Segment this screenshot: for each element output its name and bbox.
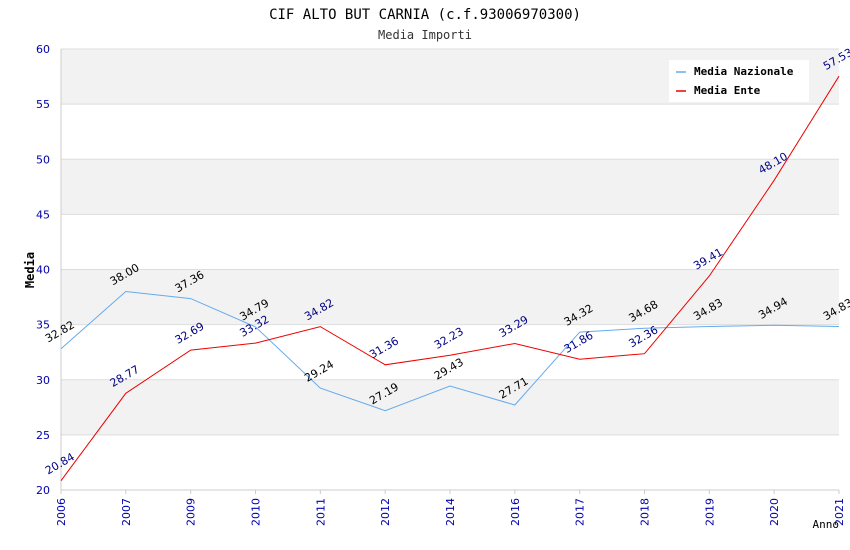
y-axis-label: Media	[23, 252, 37, 288]
y-tick-labels: 20 25 30 35 40 45 50 55 60	[36, 43, 50, 497]
x-tick-label: 2012	[379, 498, 392, 526]
x-tick-label: 2006	[55, 498, 68, 526]
y-tick-label: 50	[36, 153, 50, 166]
x-tick-label: 2016	[509, 498, 522, 526]
x-tick-label: 2011	[314, 498, 327, 526]
series-line-ente	[60, 75, 840, 481]
y-tick-label: 40	[36, 264, 50, 277]
data-label: 20.84	[43, 450, 77, 477]
chart-subtitle: Media Importi	[378, 28, 472, 42]
data-label: 39.41	[691, 246, 725, 273]
y-tick-label: 35	[36, 319, 50, 332]
data-label: 32.23	[432, 325, 466, 352]
series-line-nazionale	[60, 290, 840, 412]
grid-band	[61, 269, 839, 325]
y-tick-label: 20	[36, 484, 50, 497]
x-tick-label: 2021	[833, 498, 846, 526]
legend-label-nazionale: Media Nazionale	[694, 65, 794, 78]
x-tick-label: 2018	[639, 498, 652, 526]
data-label: 32.36	[627, 323, 661, 350]
x-tick-labels: 2006 2007 2009 2010 2011 2012 2014 2016 2017 2018…	[55, 490, 846, 526]
y-tick-label: 60	[36, 43, 50, 56]
legend: Media Nazionale Media Ente	[669, 60, 809, 102]
x-tick-label: 2014	[444, 498, 457, 526]
grid-band	[61, 379, 839, 435]
x-tick-label: 2020	[768, 498, 781, 526]
y-tick-label: 30	[36, 374, 50, 387]
x-tick-label: 2019	[703, 498, 716, 526]
y-tick-label: 45	[36, 208, 50, 221]
gridlines	[61, 48, 839, 491]
y-tick-label: 25	[36, 429, 50, 442]
data-label: 31.36	[367, 334, 401, 361]
x-tick-label: 2010	[250, 498, 263, 526]
data-label: 29.43	[432, 356, 466, 383]
x-axis-label: Anno	[813, 518, 840, 531]
chart-title: CIF ALTO BUT CARNIA (c.f.93006970300)	[269, 7, 581, 23]
x-tick-label: 2007	[120, 498, 133, 526]
legend-label-ente: Media Ente	[694, 84, 761, 97]
y-tick-label: 55	[36, 98, 50, 111]
legend-box	[669, 60, 809, 102]
x-tick-label: 2017	[574, 498, 587, 526]
plot-background-bands	[61, 49, 839, 435]
x-tick-label: 2009	[185, 498, 198, 526]
series-lines	[60, 75, 840, 481]
grid-band	[61, 159, 839, 215]
